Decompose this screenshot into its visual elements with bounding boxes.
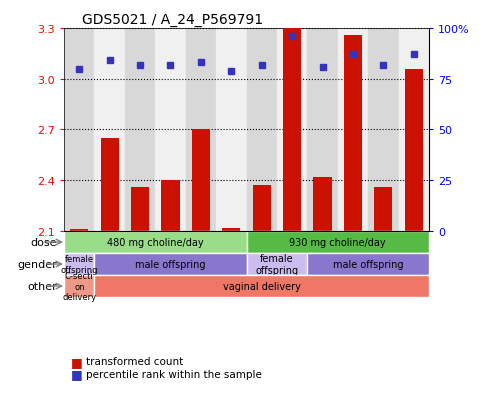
Bar xyxy=(398,29,429,231)
Bar xyxy=(70,230,88,231)
Text: 480 mg choline/day: 480 mg choline/day xyxy=(107,237,204,247)
Bar xyxy=(64,275,95,297)
Bar xyxy=(131,188,149,231)
Bar xyxy=(344,36,362,231)
Bar xyxy=(368,29,398,231)
Bar xyxy=(95,29,125,231)
Bar xyxy=(405,69,423,231)
Bar xyxy=(252,186,271,231)
Text: other: other xyxy=(27,281,57,291)
Text: 930 mg choline/day: 930 mg choline/day xyxy=(289,237,386,247)
Bar xyxy=(155,29,186,231)
Text: percentile rank within the sample: percentile rank within the sample xyxy=(86,369,262,379)
Text: C-secti
on
delivery: C-secti on delivery xyxy=(62,271,96,301)
Text: male offspring: male offspring xyxy=(333,259,403,269)
Bar xyxy=(314,178,332,231)
Text: transformed count: transformed count xyxy=(86,356,183,366)
Bar xyxy=(307,29,338,231)
Bar xyxy=(64,29,95,231)
Bar xyxy=(338,29,368,231)
Bar xyxy=(277,29,307,231)
Bar xyxy=(246,29,277,231)
Bar xyxy=(64,231,246,254)
Bar xyxy=(101,139,119,231)
Bar xyxy=(222,228,241,231)
Bar xyxy=(95,254,246,275)
Text: ■: ■ xyxy=(70,355,82,368)
Bar xyxy=(374,188,392,231)
Bar xyxy=(246,254,307,275)
Text: gender: gender xyxy=(17,259,57,269)
Bar xyxy=(307,254,429,275)
Bar xyxy=(192,130,210,231)
Bar xyxy=(283,29,301,231)
Text: male offspring: male offspring xyxy=(135,259,206,269)
Bar xyxy=(64,254,95,275)
Text: dose: dose xyxy=(30,237,57,247)
Bar xyxy=(186,29,216,231)
Bar xyxy=(161,181,179,231)
Text: vaginal delivery: vaginal delivery xyxy=(223,281,301,291)
Bar xyxy=(216,29,246,231)
Text: GDS5021 / A_24_P569791: GDS5021 / A_24_P569791 xyxy=(82,12,263,26)
Text: female
offspring: female offspring xyxy=(61,255,98,274)
Text: female
offspring: female offspring xyxy=(255,254,298,275)
Bar xyxy=(246,231,429,254)
Text: ■: ■ xyxy=(70,367,82,380)
Bar xyxy=(125,29,155,231)
